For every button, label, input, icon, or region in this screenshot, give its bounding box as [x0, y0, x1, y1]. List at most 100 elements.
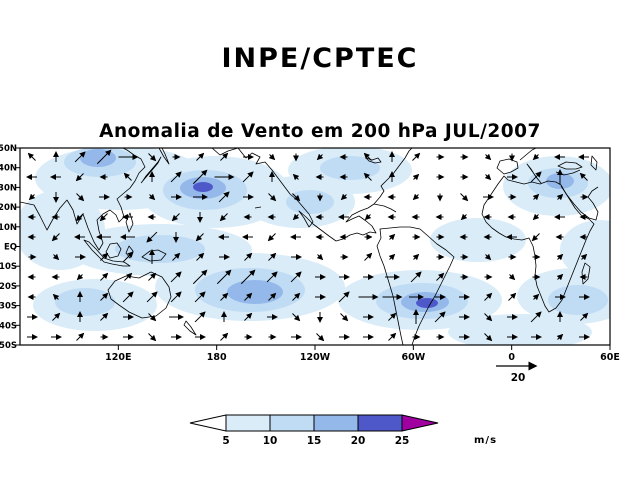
wind-vector [123, 172, 132, 181]
wind-vector [76, 193, 85, 202]
wind-vector [460, 193, 469, 202]
wind-vector [244, 292, 253, 301]
colorbar: 5 10 15 20 25 [189, 414, 439, 447]
wind-vector [122, 291, 134, 303]
wind-vector [460, 213, 468, 221]
lat-tick-label: 30N [0, 183, 17, 193]
lon-tick-label: 60W [401, 352, 425, 363]
lat-tick-label: 30S [0, 302, 17, 312]
wind-vector [148, 272, 157, 281]
colorbar-tick-label: 15 [307, 435, 322, 447]
wind-vector [508, 273, 516, 281]
wind-vector [580, 312, 589, 321]
wind-vector [266, 271, 278, 283]
shading-region-level-2 [548, 285, 608, 315]
wind-vector [100, 252, 109, 261]
wind-vector [412, 173, 420, 181]
colorbar-under-arrow-icon [189, 414, 227, 432]
lon-axis: 120E 180 120W 60W 0 60E [105, 345, 620, 363]
wind-vector [530, 311, 542, 323]
wind-vector [363, 152, 372, 161]
coast-italy [526, 163, 542, 184]
wind-vector [579, 172, 588, 181]
shading-region-level-1 [560, 220, 610, 280]
colorbar-unit-label: m/s [474, 435, 497, 446]
lon-tick-label: 60E [600, 352, 620, 363]
coast-new-zealand [183, 320, 197, 336]
wind-vector [268, 193, 277, 202]
lat-tick-label: 20S [0, 282, 17, 292]
wind-vector [220, 292, 229, 301]
wind-vector [51, 233, 60, 242]
colorbar-segment [313, 414, 359, 432]
wind-vector [195, 233, 204, 242]
lat-tick-label: 40S [0, 321, 17, 331]
coast-indonesia [83, 239, 131, 267]
wind-vector [412, 152, 421, 161]
wind-vector [244, 252, 253, 261]
chart-title: Anomalia de Vento em 200 hPa JUL/2007 [99, 121, 541, 142]
wind-vector [100, 312, 109, 321]
wind-vector [220, 152, 229, 161]
shading-region-level-4 [416, 298, 438, 308]
wind-vector [484, 313, 493, 322]
wind-vector [388, 332, 397, 341]
wind-vector [292, 193, 301, 202]
wind-vector [268, 292, 277, 301]
coast-kamchatka [158, 148, 170, 165]
wind-vector [196, 252, 205, 261]
wind-vector [52, 312, 61, 321]
wind-vector [148, 313, 157, 322]
wind-vector [530, 171, 542, 183]
wind-vector [148, 153, 157, 162]
coast-north-america [211, 148, 413, 242]
lat-tick-label: 40N [0, 164, 17, 174]
lon-tick-label: 0 [508, 352, 515, 363]
wind-vector [338, 291, 350, 303]
wind-vector [556, 333, 564, 341]
shading-region-level-1 [430, 218, 526, 262]
wind-vector [192, 169, 208, 185]
wind-vector [170, 271, 182, 283]
wind-vector [146, 231, 158, 243]
coast-arabia [560, 185, 599, 221]
wind-vector [170, 171, 182, 183]
wind-vector [99, 213, 108, 222]
colorbar-tick-label: 25 [395, 435, 410, 447]
wind-vector [148, 193, 156, 201]
lat-tick-label: 50N [0, 144, 17, 154]
wind-vector [100, 272, 109, 281]
wind-vector [316, 153, 324, 161]
wind-vector [363, 172, 372, 181]
wind-vector [292, 173, 300, 181]
wind-vector [388, 253, 396, 261]
wind-vector [268, 153, 276, 161]
wind-vector [388, 233, 396, 241]
lon-tick-label: 120W [300, 352, 331, 363]
wind-vector [194, 311, 206, 323]
wind-vector [580, 253, 588, 261]
wind-vector [122, 251, 134, 263]
wind-vector [170, 291, 182, 303]
colorbar-segment [269, 414, 315, 432]
wind-vector [292, 213, 300, 221]
wind-vector [532, 193, 540, 201]
wind-vector [146, 291, 158, 303]
lon-tick-label: 180 [207, 352, 227, 363]
coast-hawaii [254, 206, 262, 209]
colorbar-tick-label: 5 [222, 435, 229, 447]
colorbar-segment [357, 414, 403, 432]
lat-tick-label: 10N [0, 223, 17, 233]
lat-axis: 50N 40N 30N 20N 10N EQ 10S 20S 30S 40S 50S [0, 144, 20, 351]
colorbar-over-arrow-icon [401, 414, 439, 432]
wind-vector [75, 213, 84, 222]
reference-vector: 20 [496, 361, 538, 384]
wind-vector [52, 253, 60, 261]
shading-region-level-3 [227, 280, 283, 304]
wind-vectors [26, 149, 590, 342]
wind-vector [484, 292, 493, 301]
wind-vector [148, 333, 157, 342]
coast-south-america [376, 226, 455, 345]
